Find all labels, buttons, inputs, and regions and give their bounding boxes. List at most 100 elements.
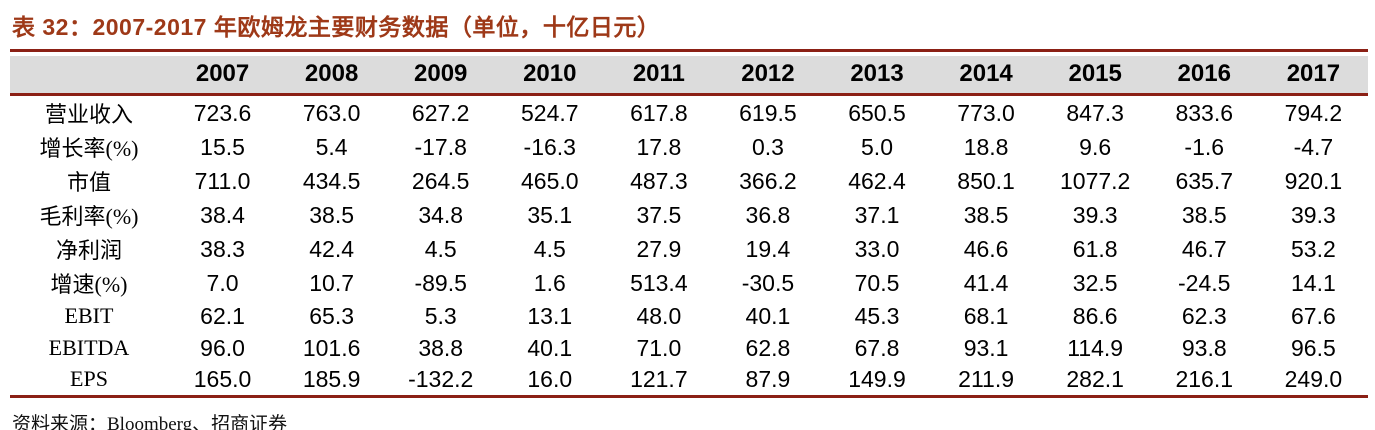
table-row: 毛利率(%) 38.4 38.5 34.8 35.1 37.5 36.8 37.1 38.5 39… — [10, 198, 1368, 232]
year-header: 2009 — [414, 60, 468, 87]
value-cell: 1.6 — [533, 269, 566, 296]
value-cell: 487.3 — [630, 167, 688, 194]
value-cell: 847.3 — [1066, 99, 1124, 126]
value-cell: 38.8 — [418, 334, 464, 361]
value-cell: 32.5 — [1072, 269, 1118, 296]
value-cell: 763.0 — [302, 99, 361, 126]
value-cell: 33.0 — [854, 235, 900, 262]
value-cell: 61.8 — [1072, 235, 1118, 262]
corner-cell — [10, 56, 168, 95]
value-cell: 850.1 — [957, 167, 1015, 194]
value-cell: 93.8 — [1181, 334, 1227, 361]
value-cell: 15.5 — [200, 133, 245, 160]
value-cell: 16.0 — [527, 365, 573, 392]
row-label: 毛利率(%) — [39, 204, 139, 229]
value-cell: 87.9 — [745, 365, 791, 392]
value-cell: 35.1 — [527, 201, 573, 228]
value-cell: 920.1 — [1284, 167, 1343, 194]
year-header: 2015 — [1068, 60, 1122, 87]
value-cell: 27.9 — [636, 235, 682, 262]
value-cell: 165.0 — [193, 365, 252, 392]
value-cell: 7.0 — [206, 269, 239, 296]
value-cell: 513.4 — [630, 269, 688, 296]
year-header: 2011 — [632, 60, 685, 87]
value-cell: 711.0 — [194, 167, 251, 194]
value-cell: 723.6 — [193, 99, 252, 126]
table-body: 营业收入 723.6 763.0 627.2 524.7 617.8 619.5 650.5 7… — [10, 95, 1368, 396]
row-label: 增长率(%) — [39, 136, 139, 161]
year-header-row: 2007 2008 2009 2010 2011 2012 2013 2014 2015 2016… — [10, 56, 1368, 95]
value-cell: 114.9 — [1067, 334, 1124, 361]
value-cell: 93.1 — [963, 334, 1009, 361]
value-cell: 14.1 — [1291, 269, 1336, 296]
value-cell: 42.4 — [309, 235, 354, 262]
value-cell: 38.4 — [200, 201, 245, 228]
value-cell: 434.5 — [302, 167, 361, 194]
value-cell: 5.3 — [424, 302, 457, 329]
value-cell: 46.7 — [1181, 235, 1227, 262]
value-cell: 462.4 — [848, 167, 906, 194]
value-cell: 37.1 — [854, 201, 900, 228]
table-row: EPS 165.0 185.9 -132.2 16.0 121.7 87.9 149.9 211… — [10, 364, 1368, 396]
value-cell: -16.3 — [523, 133, 576, 160]
value-cell: 45.3 — [854, 302, 900, 329]
value-cell: 101.6 — [302, 334, 361, 361]
value-cell: 19.4 — [745, 235, 791, 262]
table-row: 营业收入 723.6 763.0 627.2 524.7 617.8 619.5 650.5 7… — [10, 95, 1368, 131]
value-cell: 366.2 — [739, 167, 797, 194]
year-header: 2010 — [523, 60, 577, 87]
row-label: 增速(%) — [50, 272, 128, 297]
value-cell: 40.1 — [745, 302, 791, 329]
value-cell: 17.8 — [636, 133, 682, 160]
table-row: EBITDA 96.0 101.6 38.8 40.1 71.0 62.8 67.8 93.1 1… — [10, 332, 1368, 364]
value-cell: 121.7 — [630, 365, 688, 392]
value-cell: 40.1 — [527, 334, 573, 361]
value-cell: -89.5 — [414, 269, 467, 296]
value-cell: 617.8 — [630, 99, 688, 126]
value-cell: 71.0 — [636, 334, 682, 361]
row-label: EPS — [70, 366, 108, 392]
value-cell: 0.3 — [751, 133, 784, 160]
value-cell: 13.1 — [527, 302, 573, 329]
value-cell: 211.9 — [958, 365, 1015, 392]
table-row: EBIT 62.1 65.3 5.3 13.1 48.0 40.1 45.3 68.1 86.6 6… — [10, 300, 1368, 332]
value-cell: 34.8 — [418, 201, 464, 228]
value-cell: 96.5 — [1291, 334, 1336, 361]
value-cell: 68.1 — [963, 302, 1009, 329]
value-cell: 41.4 — [963, 269, 1009, 296]
year-header: 2016 — [1177, 60, 1231, 87]
value-cell: 185.9 — [302, 365, 361, 392]
value-cell: 36.8 — [745, 201, 791, 228]
year-header: 2017 — [1286, 60, 1341, 87]
value-cell: 9.6 — [1079, 133, 1112, 160]
value-cell: 5.4 — [315, 133, 348, 160]
value-cell: -24.5 — [1178, 269, 1231, 296]
table-title: 表 32：2007-2017 年欧姆龙主要财务数据（单位，十亿日元） — [12, 14, 661, 40]
table-row: 增长率(%) 15.5 5.4 -17.8 -16.3 17.8 0.3 5.0 18.8 9.6… — [10, 130, 1368, 164]
value-cell: 48.0 — [636, 302, 682, 329]
value-cell: 37.5 — [636, 201, 682, 228]
value-cell: 4.5 — [533, 235, 566, 262]
value-cell: 67.6 — [1291, 302, 1336, 329]
year-header: 2007 — [195, 60, 250, 87]
value-cell: 216.1 — [1175, 365, 1234, 392]
value-cell: -30.5 — [741, 269, 795, 296]
value-cell: 70.5 — [854, 269, 900, 296]
value-cell: 86.6 — [1072, 302, 1118, 329]
value-cell: 1077.2 — [1059, 167, 1131, 194]
value-cell: 38.5 — [963, 201, 1009, 228]
financial-data-table: 2007 2008 2009 2010 2011 2012 2013 2014 2015 2016… — [10, 56, 1368, 398]
value-cell: 39.3 — [1072, 201, 1118, 228]
year-header: 2013 — [850, 60, 904, 87]
value-cell: 39.3 — [1291, 201, 1336, 228]
value-cell: 627.2 — [411, 99, 470, 126]
value-cell: 650.5 — [848, 99, 906, 126]
table-title-bar: 表 32：2007-2017 年欧姆龙主要财务数据（单位，十亿日元） — [10, 6, 1368, 52]
row-label: 营业收入 — [44, 102, 133, 127]
row-label: EBITDA — [48, 335, 130, 360]
value-cell: 10.7 — [309, 269, 354, 296]
year-header: 2014 — [959, 60, 1013, 87]
table-row: 净利润 38.3 42.4 4.5 4.5 27.9 19.4 33.0 46.6 61.8 46.… — [10, 232, 1368, 266]
row-label: EBIT — [64, 303, 114, 328]
